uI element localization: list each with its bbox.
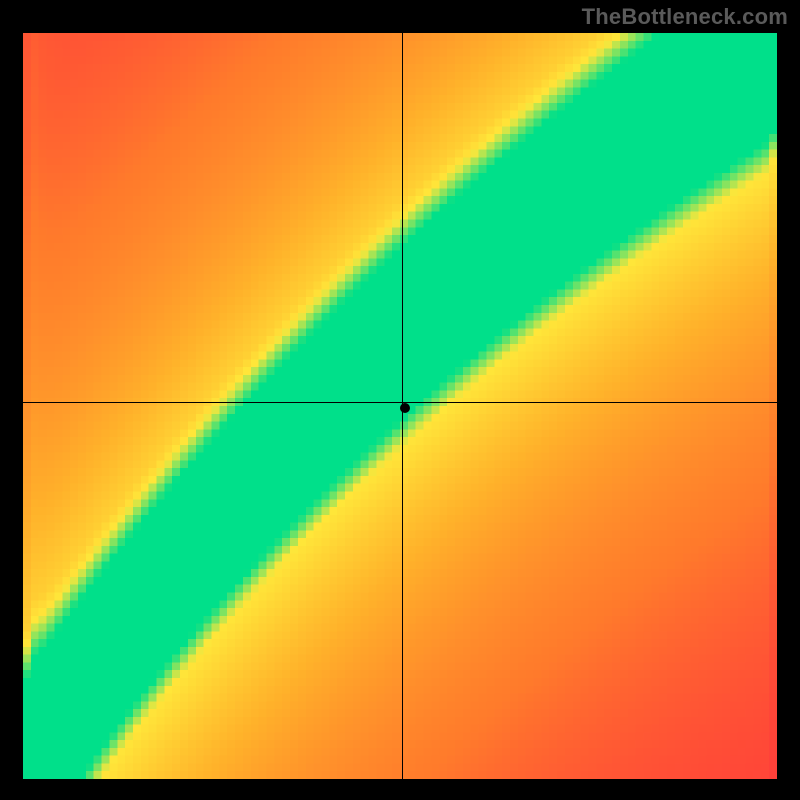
chart-stage: TheBottleneck.com: [0, 0, 800, 800]
crosshair-horizontal: [23, 402, 777, 403]
attribution-text: TheBottleneck.com: [582, 4, 788, 30]
center-marker: [400, 403, 410, 413]
